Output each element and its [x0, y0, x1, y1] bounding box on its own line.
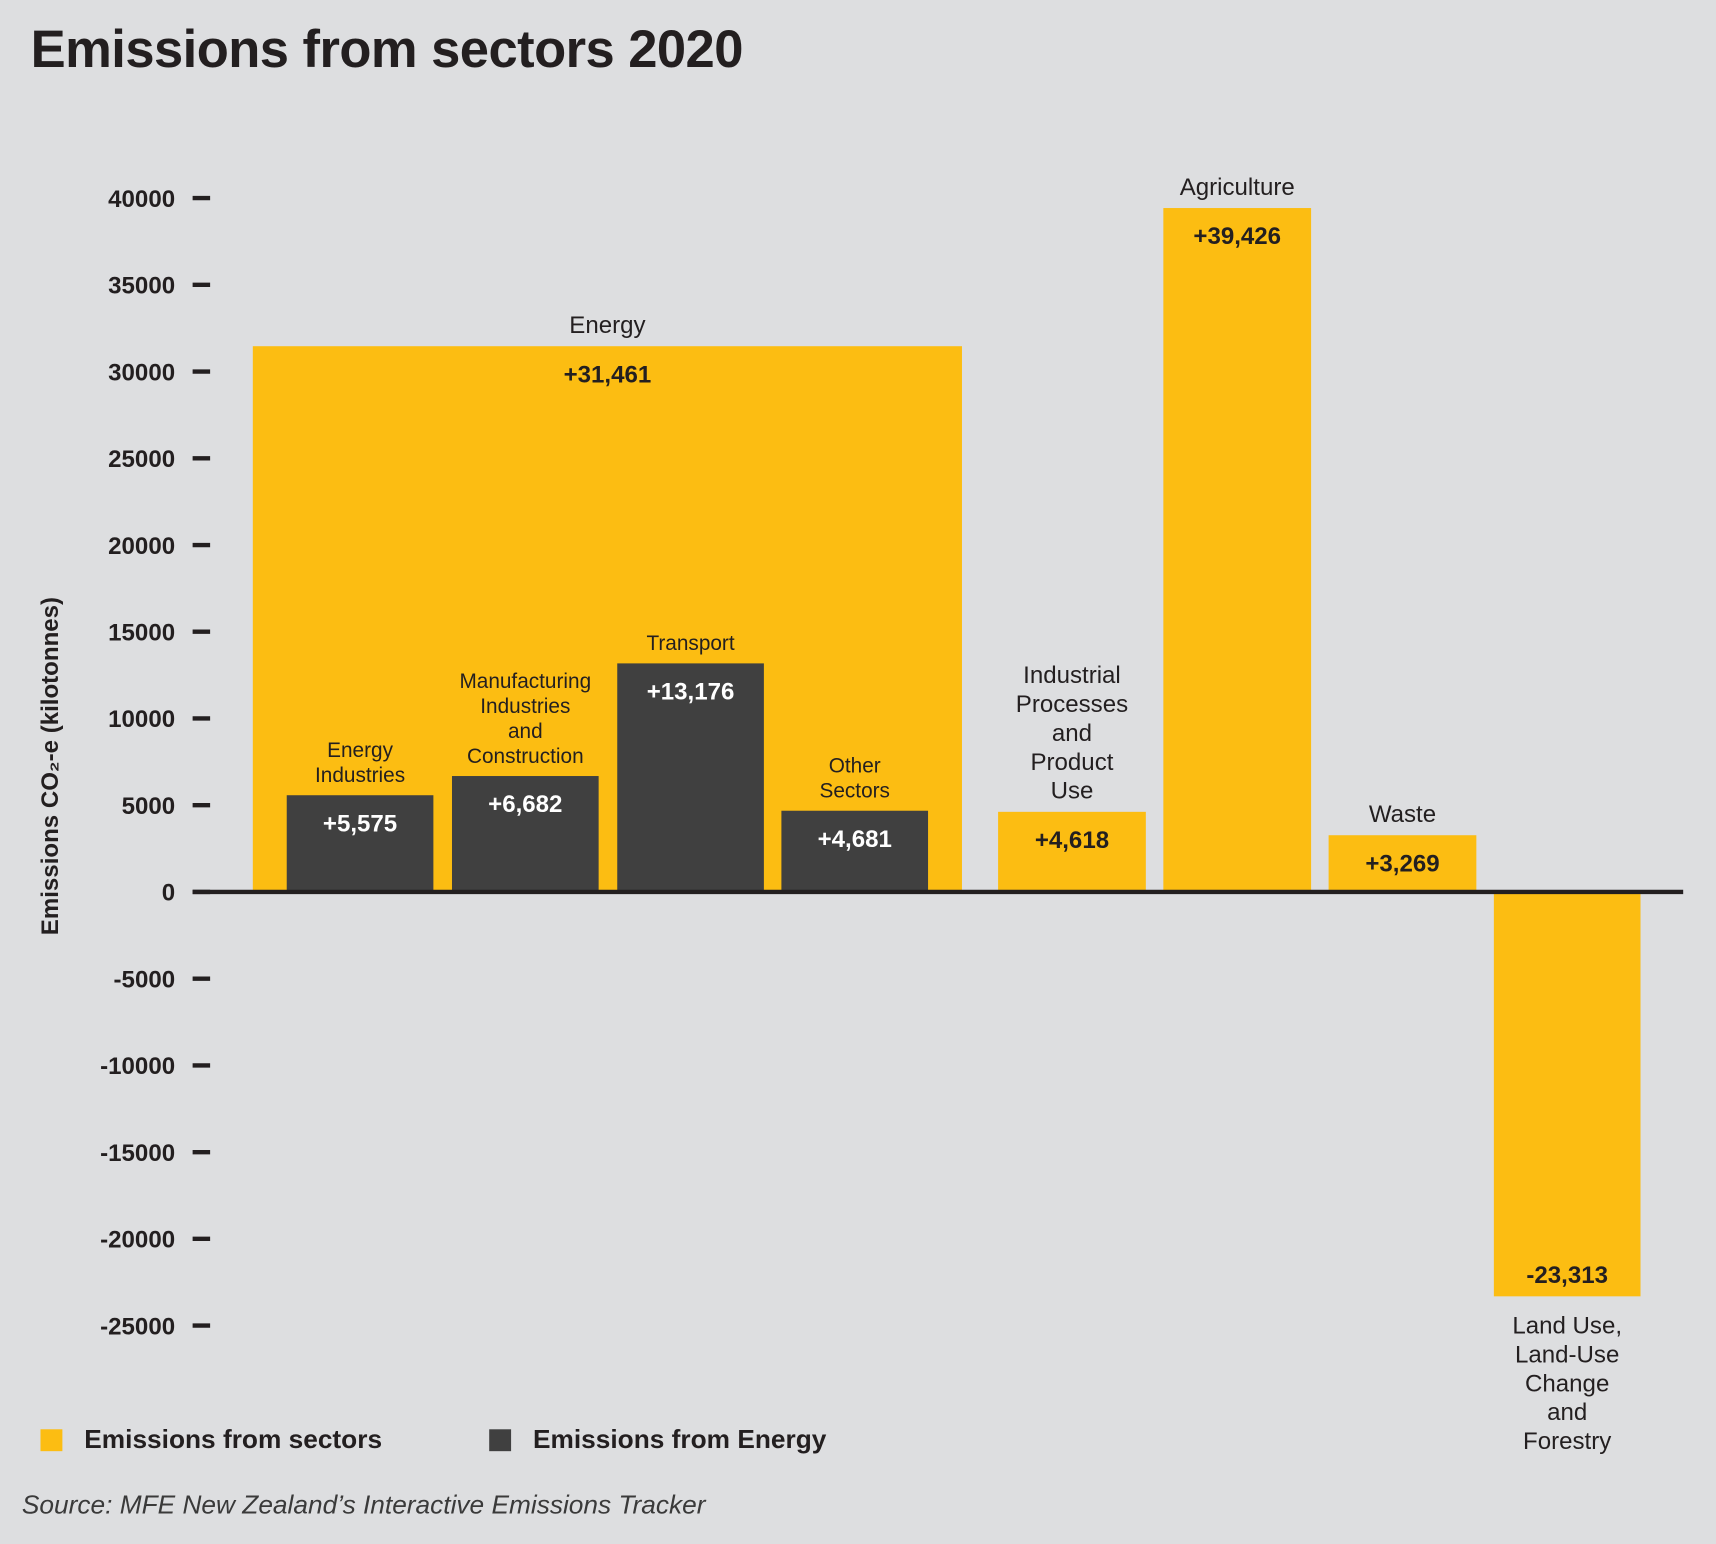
energy-subsector-bar — [617, 663, 764, 892]
y-tick-label: 15000 — [108, 619, 175, 646]
legend-item-sectors: Emissions from sectors — [40, 1425, 382, 1456]
energy-subsector-category-label: Transport — [646, 632, 734, 655]
y-tick-label: -20000 — [100, 1227, 175, 1254]
sector-category-label: and — [1547, 1399, 1587, 1426]
sector-category-label: Processes — [1016, 691, 1128, 718]
energy-subsector-value-label: +6,682 — [488, 791, 562, 818]
sector-bar — [1493, 891, 1641, 1297]
sector-value-label: +4,618 — [1035, 827, 1109, 854]
y-tick-label: 20000 — [108, 533, 175, 560]
legend-swatch-energy — [489, 1429, 512, 1452]
legend-swatch-sectors — [40, 1429, 63, 1452]
source-note: Source: MFE New Zealand’s Interactive Em… — [21, 1490, 706, 1521]
sector-category-label: Agriculture — [1180, 174, 1295, 201]
energy-subsector-value-label: +4,681 — [818, 826, 892, 853]
energy-subsector-category-label: Manufacturing — [459, 670, 591, 693]
sector-category-label: Forestry — [1523, 1428, 1611, 1455]
sector-bar — [998, 811, 1146, 892]
legend-item-energy: Emissions from Energy — [489, 1425, 826, 1456]
legend-label-sectors: Emissions from sectors — [84, 1424, 383, 1455]
y-tick-label: -5000 — [114, 966, 176, 993]
sector-bar — [1328, 835, 1477, 892]
legend-label-energy: Emissions from Energy — [532, 1424, 827, 1455]
energy-subsector-category-label: Energy — [327, 739, 393, 762]
energy-subsector-value-label: +5,575 — [323, 810, 397, 837]
y-tick-label: 30000 — [108, 359, 175, 386]
sector-value-label: +31,461 — [564, 361, 652, 388]
sector-category-label: Waste — [1369, 801, 1436, 828]
y-tick-label: 35000 — [108, 273, 175, 300]
sector-value-label: +39,426 — [1193, 223, 1281, 250]
sector-category-label: Use — [1051, 778, 1094, 805]
sector-category-label: Product — [1030, 749, 1113, 776]
sector-value-label: -23,313 — [1526, 1262, 1608, 1289]
y-tick-label: 25000 — [108, 446, 175, 473]
energy-subsector-category-label: Sectors — [819, 780, 889, 803]
energy-subsector-value-label: +13,176 — [647, 678, 735, 705]
y-tick-label: 0 — [162, 880, 175, 907]
energy-subsector-category-label: Construction — [467, 745, 584, 768]
sector-category-label: Industrial — [1023, 662, 1121, 689]
energy-subsector-bar — [781, 810, 929, 892]
y-tick-label: 5000 — [122, 793, 176, 820]
energy-subsector-category-label: and — [508, 720, 543, 743]
y-tick-label: 40000 — [108, 186, 175, 213]
y-tick-label: -25000 — [100, 1313, 175, 1340]
y-axis-label: Emissions CO₂-e (kilotonnes) — [37, 597, 64, 935]
sector-category-label: and — [1052, 720, 1092, 747]
chart-title: Emissions from sectors 2020 — [30, 20, 744, 79]
sector-bar — [1163, 208, 1312, 892]
sector-value-label: +3,269 — [1365, 850, 1439, 877]
energy-subsector-bar — [286, 795, 434, 892]
y-tick-label: -10000 — [100, 1053, 175, 1080]
energy-subsector-bar — [451, 776, 599, 892]
sector-category-label: Change — [1525, 1370, 1609, 1397]
energy-subsector-category-label: Industries — [480, 695, 570, 718]
sector-category-label: Energy — [569, 312, 645, 339]
energy-subsector-category-label: Industries — [315, 764, 405, 787]
sector-category-label: Land Use, — [1512, 1313, 1622, 1340]
energy-subsector-category-label: Other — [829, 755, 881, 778]
y-tick-label: 10000 — [108, 706, 175, 733]
y-tick-label: -15000 — [100, 1140, 175, 1167]
sector-category-label: Land-Use — [1515, 1341, 1619, 1368]
